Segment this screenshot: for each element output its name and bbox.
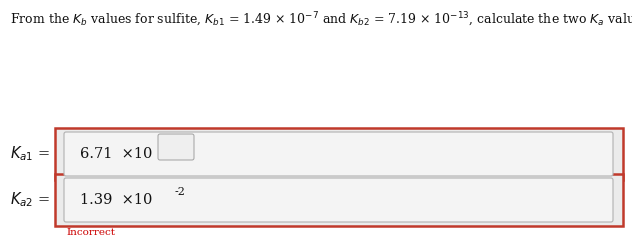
- Text: Incorrect: Incorrect: [66, 228, 115, 236]
- FancyBboxPatch shape: [55, 128, 623, 180]
- Text: $K_{a1}$ =: $K_{a1}$ =: [10, 145, 50, 163]
- Text: 6.71  ×10: 6.71 ×10: [80, 147, 152, 161]
- Text: 1.39  ×10: 1.39 ×10: [80, 193, 152, 207]
- FancyBboxPatch shape: [64, 132, 613, 176]
- Text: -2: -2: [175, 187, 186, 197]
- Text: -8: -8: [171, 141, 181, 151]
- FancyBboxPatch shape: [64, 178, 613, 222]
- FancyBboxPatch shape: [158, 134, 194, 160]
- Text: Incorrect: Incorrect: [66, 183, 115, 192]
- FancyBboxPatch shape: [55, 174, 623, 226]
- Text: $K_{a2}$ =: $K_{a2}$ =: [10, 191, 50, 209]
- Text: From the $K_b$ values for sulfite, $K_{b1}$ = 1.49 × 10$^{-7}$ and $K_{b2}$ = 7.: From the $K_b$ values for sulfite, $K_{b…: [10, 11, 632, 29]
